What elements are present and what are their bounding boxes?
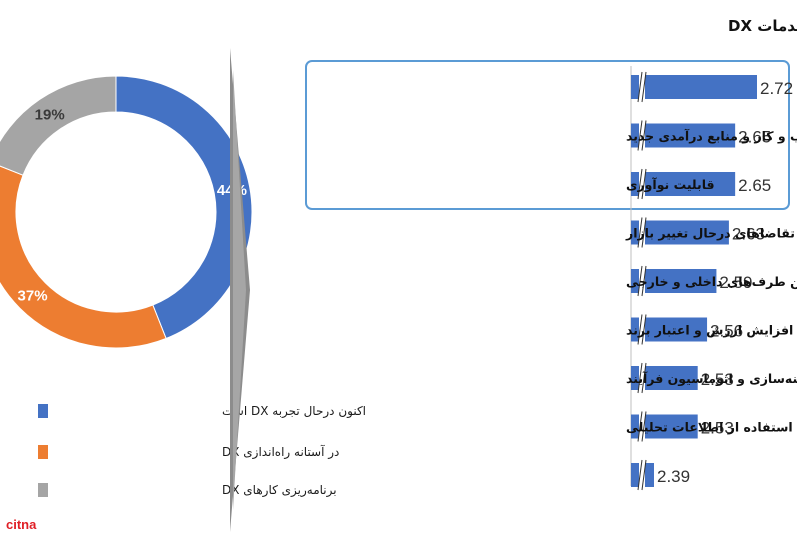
legend-label: در آستانه راه‌اندازی DX bbox=[222, 444, 339, 460]
axis-break-mark bbox=[637, 362, 647, 394]
bar-value-label: 2.56 bbox=[710, 322, 743, 341]
highlight-box bbox=[305, 60, 790, 210]
bar-category-label: قابلیت نوآوری bbox=[626, 177, 715, 192]
bar-category-label: بهینه‌سازی و اتوماسیون فرآیند bbox=[626, 371, 797, 386]
bar-value-label: 2.39 bbox=[657, 467, 690, 486]
donut-slice-label: 37% bbox=[18, 287, 48, 304]
bar-value-label: 2.63 bbox=[732, 225, 765, 244]
bar bbox=[631, 123, 736, 148]
bar-value-label: 2.65 bbox=[738, 128, 771, 147]
axis-break-mark bbox=[637, 168, 647, 200]
legend-label: اکنون درحال تجربه DX است bbox=[222, 404, 366, 419]
axis-break-mark bbox=[637, 71, 647, 103]
donut-legend: اکنون درحال تجربه DX است در آستانه راه‌ان… bbox=[38, 404, 366, 498]
chevron-separator-shade bbox=[233, 70, 246, 510]
bar bbox=[631, 172, 736, 196]
donut-chart: 44%37%19% bbox=[0, 75, 253, 349]
bar-category-label: مشارکت کارآمد بین طرف‌های داخلی و خارجی bbox=[626, 274, 797, 289]
bar-value-label: 2.53 bbox=[701, 370, 734, 389]
bar-value-label: 2.65 bbox=[738, 176, 771, 195]
bar-value-label: 2.59 bbox=[719, 273, 752, 292]
bar-category-label: قابلیت پیش‌بینی و واکنش سریع به تقاضاهای… bbox=[625, 226, 797, 241]
bar-chart-title: نتایج مطلوب خدمات DX bbox=[728, 17, 797, 35]
axis-break-mark bbox=[637, 217, 647, 248]
donut-slice bbox=[0, 75, 117, 176]
donut-slice bbox=[0, 165, 167, 349]
legend-swatch bbox=[38, 404, 48, 418]
bar-value-label: 2.72 bbox=[760, 79, 793, 98]
watermark-logo: citna bbox=[6, 517, 37, 532]
bar-category-label: مدل‌های کسب و کار و منابع درآمدی جدید bbox=[626, 129, 797, 144]
bar-category-label: تصمیم‌گیری مبتنی بر واقعیت بهنگام با است… bbox=[626, 420, 797, 436]
donut-slice bbox=[115, 75, 253, 340]
bar-chart: 2.722.65مدل‌های کسب و کار و منابع درآمدی… bbox=[625, 66, 797, 491]
legend-label: برنامه‌ریزی کارهای DX bbox=[222, 483, 337, 498]
axis-break-mark bbox=[637, 411, 647, 442]
legend-swatch bbox=[38, 445, 48, 459]
axis-break-mark bbox=[637, 459, 647, 491]
axis-break-mark bbox=[637, 265, 647, 297]
bar bbox=[631, 220, 729, 245]
donut-slice-label: 19% bbox=[35, 106, 65, 123]
bar bbox=[631, 75, 757, 99]
bar-category-label: افزایش ارزش و اعتبار برند bbox=[626, 323, 793, 338]
axis-break-mark bbox=[637, 120, 647, 151]
axis-break-mark bbox=[637, 314, 647, 345]
bar-value-label: 2.53 bbox=[701, 419, 734, 438]
legend-swatch bbox=[38, 483, 48, 497]
